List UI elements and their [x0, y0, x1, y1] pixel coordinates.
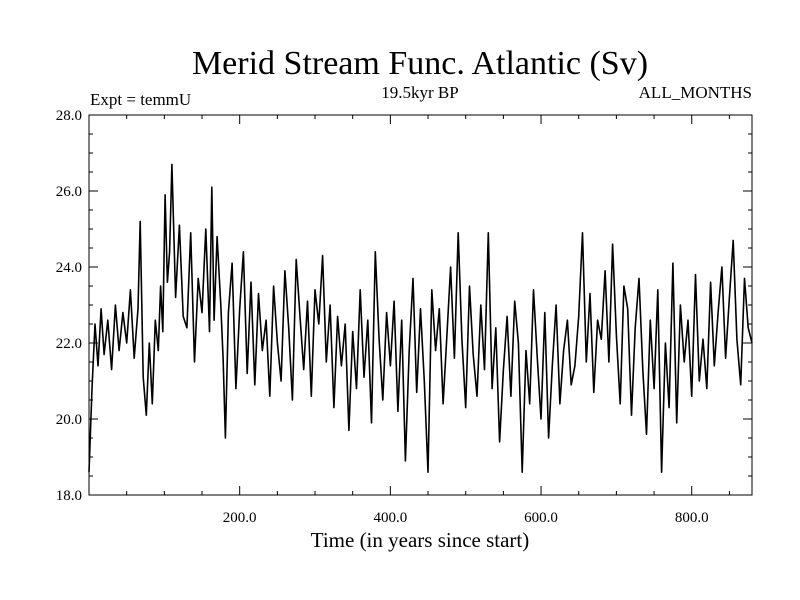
- x-axis-title: Time (in years since start): [311, 528, 530, 552]
- months-label: ALL_MONTHS: [639, 83, 752, 102]
- y-tick-label: 22.0: [56, 336, 82, 352]
- y-tick-label: 18.0: [56, 488, 82, 504]
- experiment-label: Expt = temmU: [90, 90, 191, 109]
- x-tick-label: 200.0: [223, 510, 257, 526]
- y-tick-label: 24.0: [56, 260, 82, 276]
- y-tick-label: 26.0: [56, 184, 82, 200]
- x-tick-label: 600.0: [524, 510, 558, 526]
- period-label: 19.5kyr BP: [381, 83, 458, 102]
- x-tick-label: 400.0: [373, 510, 407, 526]
- y-tick-label: 28.0: [56, 108, 82, 124]
- axis-tick-labels: 18.0 20.0 22.0 24.0 26.0 28.0 200.0 400.0 600.0 8…: [56, 108, 709, 526]
- series-line: [88, 163, 753, 473]
- x-tick-label: 800.0: [675, 510, 709, 526]
- y-tick-label: 20.0: [56, 412, 82, 428]
- chart-title: Merid Stream Func. Atlantic (Sv): [192, 45, 648, 82]
- plot-area: 18.0 20.0 22.0 24.0 26.0 28.0 200.0 400.0 600.0 8…: [56, 108, 753, 526]
- axis-ticks: [89, 114, 752, 496]
